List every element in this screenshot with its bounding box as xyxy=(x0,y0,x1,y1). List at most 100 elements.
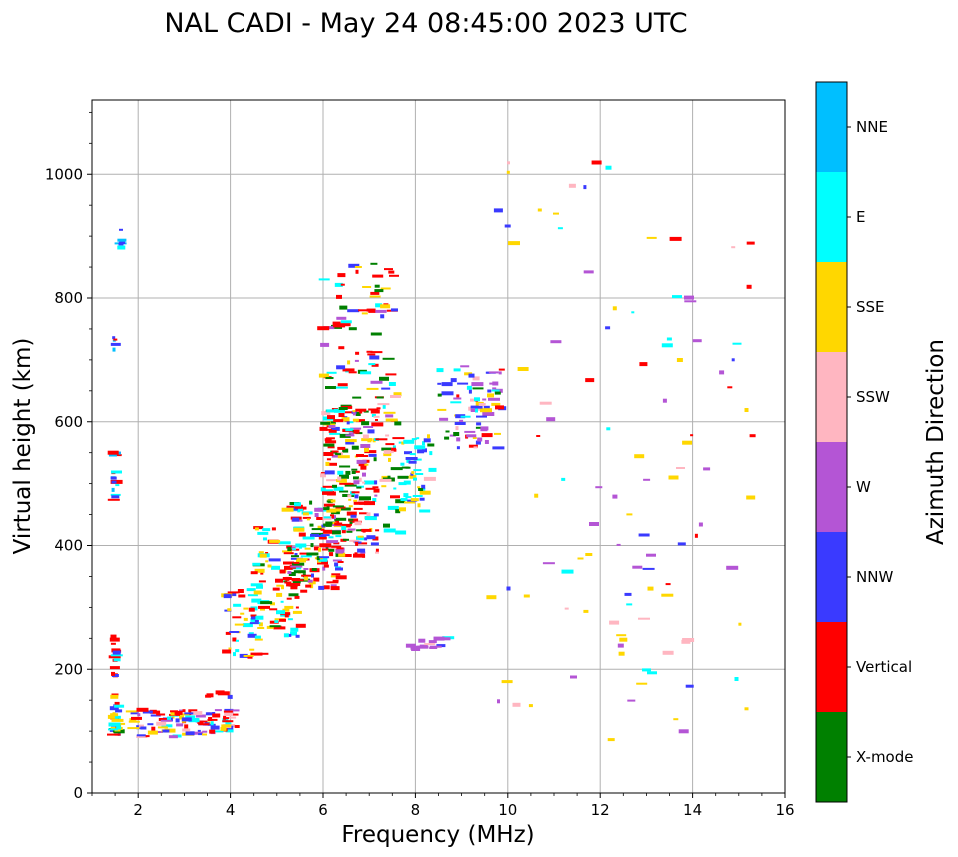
echo-point xyxy=(328,425,336,428)
echo-point xyxy=(357,548,366,553)
echo-point xyxy=(371,414,376,417)
echo-point xyxy=(156,731,163,733)
echo-point xyxy=(326,462,337,466)
colorbar-tick-label: E xyxy=(856,208,865,226)
echo-point xyxy=(262,528,271,532)
echo-point xyxy=(423,476,436,481)
echo-point xyxy=(320,489,333,492)
echo-point xyxy=(481,433,493,438)
echo-point xyxy=(455,414,466,419)
echo-point xyxy=(303,568,309,570)
echo-point xyxy=(225,729,234,733)
echo-point xyxy=(127,727,140,730)
echo-point xyxy=(136,735,148,738)
echo-point xyxy=(328,429,337,433)
echo-point xyxy=(405,457,418,460)
echo-point xyxy=(429,645,442,648)
echo-point xyxy=(358,477,362,482)
echo-point xyxy=(110,342,121,346)
echo-point xyxy=(356,529,364,532)
echo-point xyxy=(287,618,293,621)
echo-point xyxy=(383,528,396,533)
echo-point xyxy=(326,500,331,503)
echo-point xyxy=(494,391,501,395)
echo-point xyxy=(112,336,116,340)
echo-point xyxy=(643,478,651,481)
echo-point xyxy=(117,238,127,242)
echo-point xyxy=(227,591,240,594)
echo-point xyxy=(456,446,460,450)
echo-point xyxy=(355,269,359,274)
echo-point xyxy=(151,726,156,731)
echo-point xyxy=(207,718,218,721)
echo-point xyxy=(335,386,348,389)
echo-point xyxy=(374,480,378,485)
echo-point xyxy=(354,359,359,362)
echo-point xyxy=(317,525,325,529)
echo-point xyxy=(488,397,500,401)
echo-point xyxy=(337,273,346,278)
echo-point xyxy=(404,501,415,504)
echo-point xyxy=(337,561,344,563)
echo-point xyxy=(368,363,376,366)
echo-point xyxy=(335,520,340,524)
echo-point xyxy=(318,557,328,562)
echo-point xyxy=(375,303,383,308)
echo-point xyxy=(257,652,269,655)
echo-point xyxy=(401,466,409,469)
echo-point xyxy=(294,595,300,599)
echo-point xyxy=(334,282,343,287)
echo-point xyxy=(399,507,406,512)
echo-point xyxy=(321,411,331,416)
echo-point xyxy=(370,291,380,295)
echo-point xyxy=(746,241,755,245)
echo-point xyxy=(328,547,335,552)
echo-point xyxy=(107,714,118,719)
x-tick-label: 4 xyxy=(226,801,236,819)
echo-point xyxy=(167,716,171,721)
echo-point xyxy=(185,715,196,719)
x-tick-label: 10 xyxy=(498,801,517,819)
echo-point xyxy=(497,699,500,704)
echo-point xyxy=(326,371,337,374)
echo-point xyxy=(111,470,122,474)
echo-point xyxy=(322,566,326,571)
echo-point xyxy=(368,408,379,411)
echo-point xyxy=(355,541,359,546)
echo-point xyxy=(719,370,725,375)
echo-point xyxy=(256,584,263,589)
echo-point xyxy=(424,643,436,646)
echo-point xyxy=(287,547,292,551)
echo-point xyxy=(417,449,425,454)
echo-point xyxy=(235,649,240,653)
echo-point xyxy=(340,323,351,327)
echo-point xyxy=(357,535,364,538)
echo-point xyxy=(383,411,396,414)
echo-point xyxy=(324,470,335,475)
echo-point xyxy=(338,478,347,483)
echo-point xyxy=(294,553,298,557)
echo-point xyxy=(179,709,183,712)
echo-point xyxy=(309,523,314,527)
echo-point xyxy=(627,699,636,702)
echo-point xyxy=(486,595,497,600)
echo-point xyxy=(310,533,319,537)
echo-point xyxy=(363,426,374,428)
echo-point xyxy=(377,403,390,406)
echo-point xyxy=(279,569,286,574)
echo-point xyxy=(295,634,300,638)
echo-point xyxy=(506,586,511,591)
echo-point xyxy=(429,647,438,649)
echo-point xyxy=(337,470,344,475)
echo-point xyxy=(370,380,383,384)
echo-point xyxy=(270,602,275,606)
echo-point xyxy=(222,720,234,723)
echo-point xyxy=(449,434,456,437)
echo-point xyxy=(108,655,121,659)
echo-point xyxy=(351,491,360,494)
echo-point xyxy=(230,709,240,712)
echo-point xyxy=(276,592,283,597)
echo-point xyxy=(110,713,119,717)
echo-point xyxy=(371,363,379,367)
echo-point xyxy=(114,729,121,732)
